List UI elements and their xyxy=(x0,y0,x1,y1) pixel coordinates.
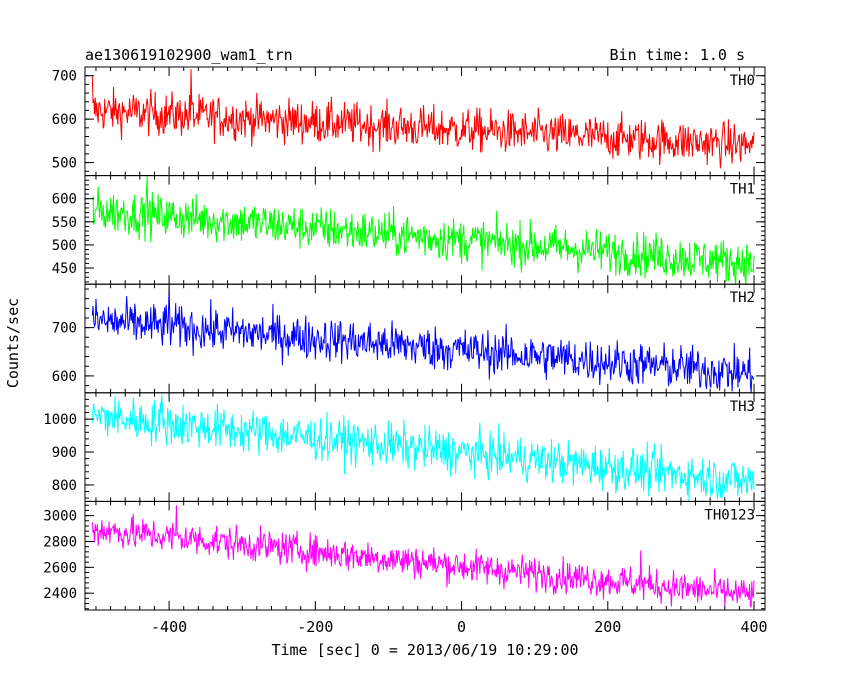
panel-label: TH1 xyxy=(730,182,755,198)
series-line-th0 xyxy=(91,69,755,169)
y-tick-label: 2800 xyxy=(43,534,77,550)
chart-title-left: ae130619102900_wam1_trn xyxy=(85,46,293,64)
panel-label: TH0 xyxy=(730,73,755,89)
series-line-th3 xyxy=(91,394,755,502)
y-tick-label: 600 xyxy=(52,369,77,385)
y-tick-label: 2600 xyxy=(43,560,77,576)
y-tick-label: 600 xyxy=(52,112,77,128)
y-tick-label: 600 xyxy=(52,192,77,208)
panel-th3: TH3 800 900 1000 xyxy=(43,392,766,502)
x-tick-label: -200 xyxy=(297,618,333,636)
y-tick-label: 550 xyxy=(52,215,77,231)
series-line-th2 xyxy=(91,286,755,393)
panel-frame xyxy=(84,175,766,285)
y-tick-label: 700 xyxy=(52,69,77,85)
y-tick-label: 500 xyxy=(52,238,77,254)
y-tick-label: 2400 xyxy=(43,586,77,602)
panel-th2: TH2 600 700 xyxy=(52,283,766,394)
panel-th0123: TH0123 2400 2600 2800 3000 -400 -200 0 200 400 xyxy=(43,500,768,636)
x-tick-label: -400 xyxy=(151,618,187,636)
y-tick-label: 500 xyxy=(52,156,77,172)
panel-frame xyxy=(84,500,766,611)
y-tick-label: 450 xyxy=(52,261,77,277)
panel-frame xyxy=(84,66,766,177)
panel-th0: TH0 500 600 700 xyxy=(52,66,766,177)
x-tick-label: 400 xyxy=(740,618,767,636)
y-tick-label: 1000 xyxy=(43,412,77,428)
y-tick-label: 800 xyxy=(52,478,77,494)
y-tick-label: 700 xyxy=(52,321,77,337)
x-tick-label: 200 xyxy=(594,618,621,636)
chart-title-right: Bin time: 1.0 s xyxy=(610,46,745,64)
series-line-th1 xyxy=(91,175,755,285)
y-tick-label: 3000 xyxy=(43,509,77,525)
panel-label: TH0123 xyxy=(704,507,755,523)
series-line-th0123 xyxy=(91,505,755,608)
x-tick-label: 0 xyxy=(457,618,466,636)
x-axis-label: Time [sec] 0 = 2013/06/19 10:29:00 xyxy=(271,641,578,659)
y-tick-label: 900 xyxy=(52,445,77,461)
y-axis-label: Counts/sec xyxy=(4,298,22,388)
panel-th1: TH1 450 500 550 600 xyxy=(52,175,766,285)
panel-label: TH2 xyxy=(730,290,755,306)
panels: TH0 500 600 700 TH1 450 500 550 600 TH2 600 700 TH3 8… xyxy=(43,66,768,636)
panel-label: TH3 xyxy=(730,399,755,415)
